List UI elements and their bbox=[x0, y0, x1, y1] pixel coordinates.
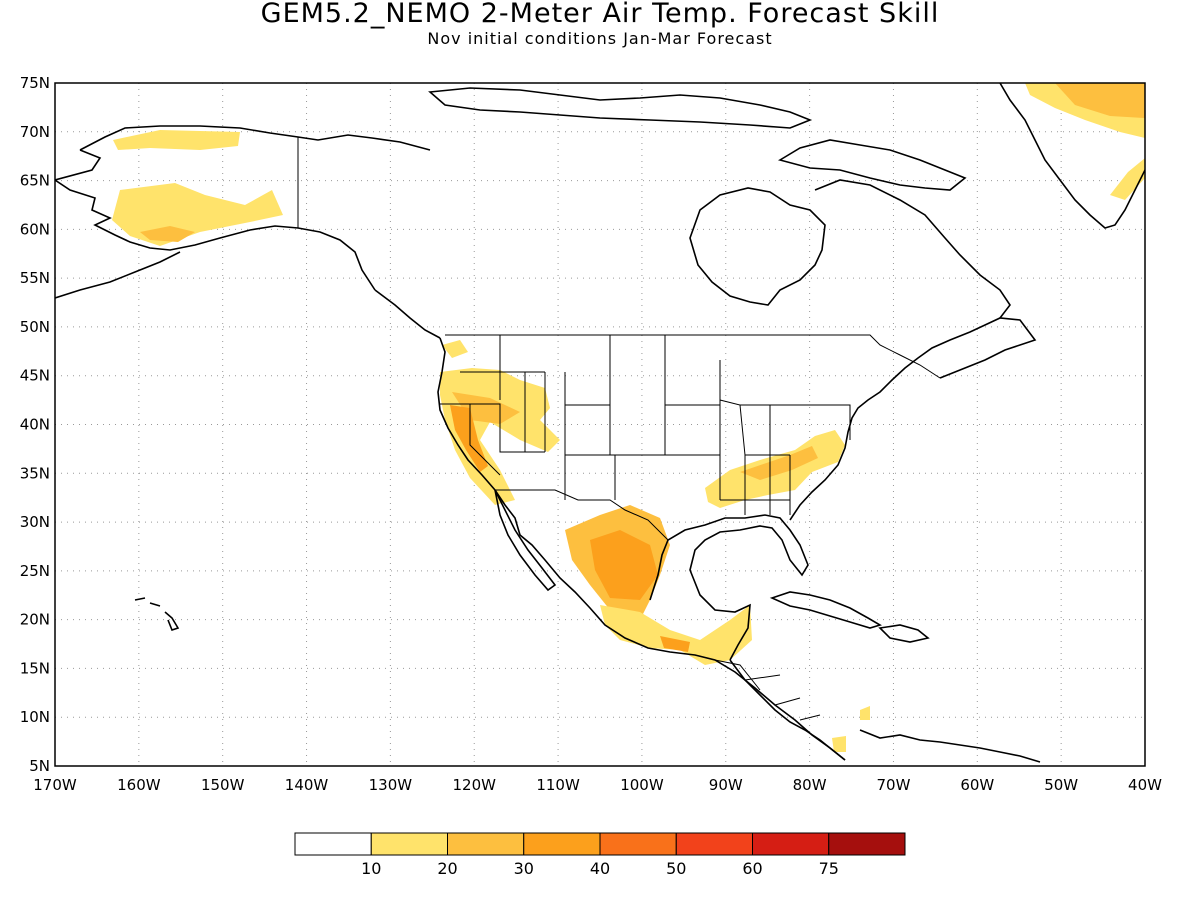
longitude-tick-label: 40W bbox=[1128, 776, 1162, 794]
colorbar-tick-label: 40 bbox=[590, 859, 610, 878]
latitude-tick-label: 60N bbox=[20, 220, 50, 238]
coastline-arctic-islands bbox=[428, 87, 813, 129]
longitude-tick-label: 150W bbox=[201, 776, 245, 794]
border-us-mexico bbox=[495, 489, 669, 541]
latitude-tick-label: 10N bbox=[20, 708, 50, 726]
plot-area bbox=[55, 83, 1145, 766]
coastlines bbox=[55, 83, 1145, 763]
latitude-tick-label: 65N bbox=[20, 172, 50, 190]
skill-region-central-mexico bbox=[600, 605, 752, 665]
colorbar-swatch bbox=[675, 832, 753, 856]
skill-region-california bbox=[450, 405, 488, 472]
latitude-tick-label: 5N bbox=[29, 757, 50, 775]
coastline-central-america bbox=[729, 659, 1041, 763]
latitude-tick-label: 55N bbox=[20, 269, 50, 287]
border-us-canada bbox=[445, 334, 941, 379]
skill-region-northwest bbox=[442, 340, 468, 358]
colorbar-tick-label: 60 bbox=[742, 859, 762, 878]
latitude-tick-label: 30N bbox=[20, 513, 50, 531]
colorbar: 10 20 30 40 50 60 75 bbox=[294, 832, 906, 878]
skill-region-greenland-core bbox=[1055, 83, 1145, 118]
map-title: GEM5.2_NEMO 2-Meter Air Temp. Forecast S… bbox=[260, 0, 940, 29]
longitude-tick-label: 120W bbox=[452, 776, 496, 794]
skill-region-caribbean bbox=[832, 736, 846, 752]
coastline-gulf-of-mexico bbox=[649, 514, 809, 661]
latitude-tick-label: 40N bbox=[20, 416, 50, 434]
coastline-pacific-canada bbox=[374, 289, 441, 339]
coastline-alaska-north bbox=[79, 125, 431, 151]
map-content bbox=[55, 83, 1145, 763]
longitude-labels: 170W 160W 150W 140W 130W 120W 110W 100W 90W 80W 70… bbox=[33, 776, 1162, 794]
latitude-tick-label: 75N bbox=[20, 74, 50, 92]
coastline-hawaii bbox=[134, 597, 180, 631]
colorbar-swatch bbox=[599, 832, 677, 856]
coastline-aleutians bbox=[55, 251, 181, 299]
skill-region-greenland-south bbox=[1110, 158, 1145, 200]
longitude-tick-label: 100W bbox=[620, 776, 664, 794]
colorbar-tick-label: 20 bbox=[437, 859, 457, 878]
skill-region-mexico-core bbox=[590, 530, 658, 600]
latitude-tick-label: 45N bbox=[20, 367, 50, 385]
latitude-tick-label: 50N bbox=[20, 318, 50, 336]
coastline-labrador bbox=[814, 179, 1011, 319]
coastline-us-east bbox=[789, 317, 1037, 521]
colorbar-swatch bbox=[447, 832, 525, 856]
colorbar-swatch bbox=[523, 832, 601, 856]
skill-region-alaska bbox=[113, 130, 240, 150]
latitude-tick-label: 15N bbox=[20, 659, 50, 677]
colorbar-swatch bbox=[294, 832, 372, 856]
latitude-tick-label: 20N bbox=[20, 611, 50, 629]
skill-region-hispaniola bbox=[860, 706, 870, 720]
plot-border bbox=[54, 82, 1146, 767]
map-subtitle: Nov initial conditions Jan-Mar Forecast bbox=[427, 29, 773, 48]
skill-shading bbox=[112, 83, 1145, 752]
coastline-baffin bbox=[777, 139, 967, 191]
longitude-tick-label: 140W bbox=[285, 776, 329, 794]
longitude-tick-label: 110W bbox=[536, 776, 580, 794]
latitude-labels: 75N 70N 65N 60N 55N 50N 45N 40N 35N 30N 25N 20N 15N 1… bbox=[20, 74, 50, 775]
colorbar-tick-label: 50 bbox=[666, 859, 686, 878]
longitude-tick-label: 60W bbox=[960, 776, 994, 794]
coastline-hispaniola bbox=[878, 624, 930, 643]
skill-region-appalachia bbox=[740, 446, 818, 480]
coastline-cuba bbox=[769, 591, 882, 629]
coastline-us-west bbox=[437, 337, 846, 761]
border-us-states bbox=[440, 335, 851, 515]
latitude-tick-label: 25N bbox=[20, 562, 50, 580]
longitude-tick-label: 130W bbox=[369, 776, 413, 794]
coastline-alaska-west bbox=[55, 149, 376, 291]
colorbar-tick-label: 10 bbox=[361, 859, 381, 878]
latitude-tick-label: 35N bbox=[20, 464, 50, 482]
border-central-america bbox=[714, 659, 821, 721]
skill-region-southern-mexico bbox=[660, 636, 690, 652]
colorbar-swatch bbox=[752, 832, 830, 856]
coastline-greenland bbox=[999, 83, 1145, 229]
longitude-tick-label: 50W bbox=[1044, 776, 1078, 794]
colorbar-swatch bbox=[370, 832, 448, 856]
latitude-tick-label: 70N bbox=[20, 123, 50, 141]
coastline-hudson-bay bbox=[689, 187, 826, 306]
colorbar-swatch bbox=[828, 832, 906, 856]
longitude-tick-label: 70W bbox=[877, 776, 911, 794]
longitude-tick-label: 170W bbox=[33, 776, 77, 794]
longitude-tick-label: 160W bbox=[117, 776, 161, 794]
colorbar-tick-label: 30 bbox=[514, 859, 534, 878]
longitude-tick-label: 80W bbox=[793, 776, 827, 794]
political-borders bbox=[297, 137, 941, 721]
skill-region-alaska-core bbox=[140, 226, 195, 242]
colorbar-tick-label: 75 bbox=[819, 859, 839, 878]
coastline-baja bbox=[494, 489, 557, 592]
longitude-tick-label: 90W bbox=[709, 776, 743, 794]
